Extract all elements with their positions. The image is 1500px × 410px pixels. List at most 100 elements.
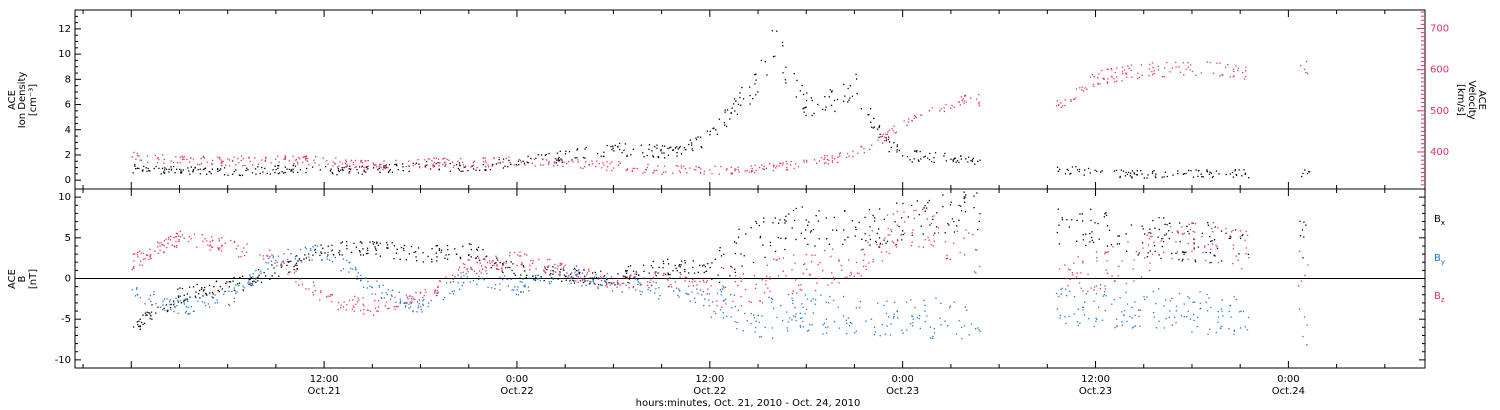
data-point: [723, 253, 725, 255]
data-point: [714, 258, 716, 261]
data-point: [435, 157, 437, 159]
data-point: [795, 238, 797, 241]
data-point: [1079, 87, 1081, 89]
data-point: [134, 165, 136, 167]
data-point: [276, 261, 278, 263]
data-point: [963, 191, 965, 193]
data-point: [365, 166, 367, 168]
data-point: [563, 269, 565, 271]
data-point: [792, 290, 794, 292]
data-point: [298, 258, 301, 260]
data-point: [216, 168, 219, 170]
data-point: [132, 267, 134, 269]
data-point: [149, 248, 151, 250]
data-point: [552, 270, 554, 272]
data-point: [1106, 245, 1109, 247]
data-point: [449, 162, 451, 165]
data-point: [1206, 293, 1208, 296]
data-point: [422, 303, 424, 305]
data-point: [295, 158, 298, 161]
data-point: [799, 325, 801, 327]
data-point: [803, 107, 805, 109]
data-point: [1233, 329, 1235, 331]
data-point: [765, 280, 767, 282]
data-point: [614, 284, 616, 286]
data-point: [887, 228, 889, 230]
data-point: [1186, 225, 1188, 227]
data-point: [949, 306, 951, 309]
data-point: [881, 142, 884, 144]
data-point: [468, 259, 470, 261]
data-point: [887, 138, 890, 141]
data-point: [958, 101, 960, 103]
data-point: [520, 274, 522, 276]
data-point: [732, 300, 734, 302]
data-point: [248, 278, 250, 280]
data-point: [696, 288, 698, 290]
data-point: [264, 167, 266, 170]
data-point: [211, 296, 213, 298]
data-point: [480, 272, 482, 274]
data-point: [1235, 255, 1237, 257]
data-point: [183, 156, 185, 158]
data-point: [524, 270, 526, 272]
data-point: [142, 169, 144, 171]
data-point: [1066, 168, 1068, 170]
data-point: [147, 161, 149, 163]
data-point: [822, 108, 824, 111]
data-point: [734, 168, 736, 170]
data-point: [734, 170, 736, 172]
data-point: [192, 171, 194, 173]
data-point: [405, 259, 407, 261]
data-point: [360, 161, 362, 163]
data-point: [140, 159, 142, 162]
data-point: [530, 259, 532, 262]
data-point: [553, 165, 555, 167]
data-point: [919, 150, 921, 153]
density-tick-label: 8: [65, 74, 71, 85]
data-point: [537, 154, 539, 156]
data-point: [142, 258, 145, 260]
data-point: [433, 157, 435, 159]
data-point: [705, 281, 707, 283]
data-point: [943, 155, 945, 157]
data-point: [1119, 175, 1121, 178]
data-point: [1193, 238, 1196, 241]
data-point: [577, 159, 579, 161]
data-point: [656, 144, 658, 146]
data-point: [734, 241, 736, 243]
data-point: [856, 272, 859, 274]
data-point: [345, 241, 348, 243]
data-point: [1127, 303, 1129, 305]
data-point: [411, 302, 413, 304]
data-point: [514, 274, 516, 276]
data-point: [724, 111, 726, 113]
data-point: [776, 30, 778, 32]
data-point: [150, 254, 152, 256]
data-point: [1299, 235, 1302, 237]
data-point: [611, 169, 613, 172]
data-point: [190, 166, 192, 168]
data-point: [438, 248, 441, 250]
data-point: [977, 327, 979, 329]
data-point: [734, 321, 736, 323]
data-point: [628, 282, 631, 284]
data-point: [374, 293, 377, 295]
data-point: [378, 286, 381, 288]
data-point: [495, 255, 497, 257]
data-point: [233, 241, 236, 243]
data-point: [585, 146, 587, 149]
data-point: [895, 243, 897, 246]
data-point: [627, 265, 630, 268]
data-point: [202, 290, 205, 292]
data-point: [452, 281, 454, 283]
data-point: [652, 260, 654, 263]
data-point: [349, 169, 352, 171]
data-point: [1137, 72, 1139, 74]
data-point: [1079, 322, 1081, 324]
data-point: [1093, 325, 1095, 328]
data-point: [338, 170, 340, 173]
data-point: [616, 281, 618, 283]
data-point: [735, 168, 737, 170]
data-point: [1152, 73, 1154, 76]
